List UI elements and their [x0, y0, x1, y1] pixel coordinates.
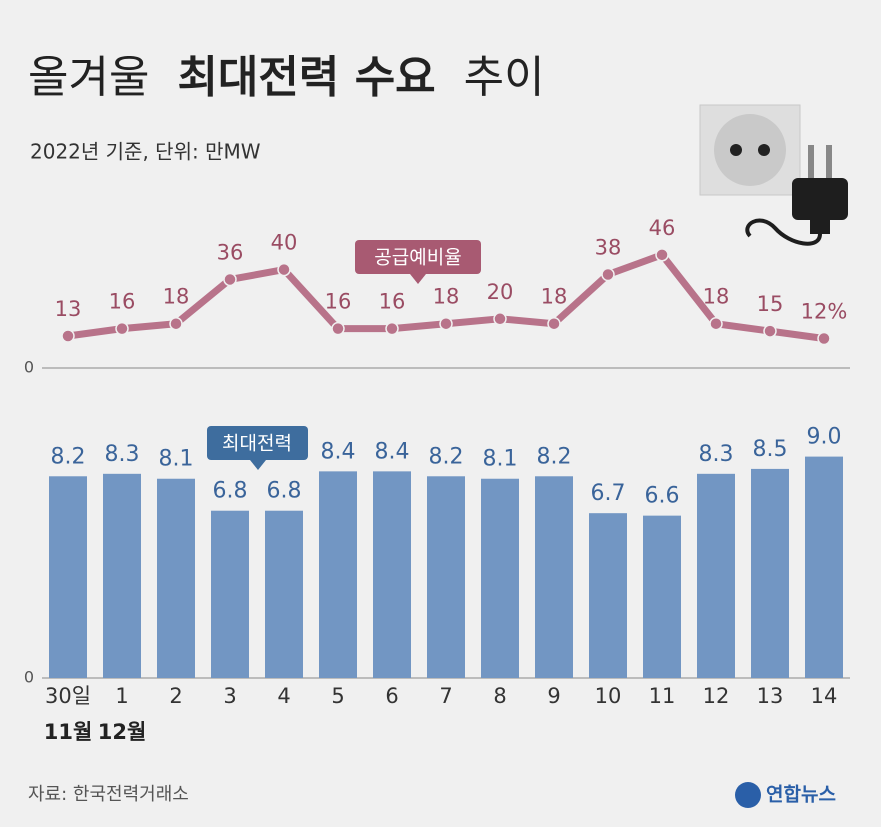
point — [602, 269, 614, 281]
x-tick-label: 14 — [811, 684, 838, 708]
x-tick-label: 11 — [649, 684, 676, 708]
x-tick-label: 1 — [115, 684, 128, 708]
x-tick-label: 12 — [703, 684, 730, 708]
title-part: 올겨울 — [28, 52, 149, 103]
value-label: 8.3 — [105, 442, 140, 467]
point — [494, 313, 506, 325]
point — [710, 318, 722, 330]
value-label: 36 — [217, 240, 244, 264]
bar — [103, 474, 141, 678]
legend-label: 공급예비율 — [374, 247, 461, 269]
bar — [805, 457, 843, 678]
point — [818, 332, 830, 344]
bar — [535, 476, 573, 678]
point — [656, 249, 668, 261]
bar — [319, 471, 357, 678]
x-group-label: 11월 — [44, 720, 93, 744]
x-tick-label: 30일 — [45, 684, 91, 708]
logo-mark — [735, 782, 761, 808]
value-label: 15 — [757, 292, 784, 316]
bar — [157, 479, 195, 678]
bar — [373, 471, 411, 678]
source: 자료: 한국전력거래소 — [28, 784, 189, 805]
value-label: 13 — [55, 297, 82, 321]
x-tick-label: 7 — [439, 684, 452, 708]
value-label: 18 — [703, 285, 730, 309]
value-label: 6.8 — [213, 479, 248, 504]
value-label: 18 — [163, 285, 190, 309]
value-label: 20 — [487, 280, 514, 304]
logo: 연합뉴스 — [766, 784, 836, 806]
point — [386, 323, 398, 335]
value-label: 12% — [801, 299, 848, 323]
bar — [481, 479, 519, 678]
x-tick-label: 8 — [493, 684, 506, 708]
y-tick-label: 0 — [24, 358, 34, 377]
point — [332, 323, 344, 335]
value-label: 46 — [649, 216, 676, 240]
y-tick-label: 0 — [24, 668, 34, 687]
subtitle: 2022년 기준, 단위: 만MW — [30, 140, 261, 164]
bar — [265, 511, 303, 678]
x-tick-label: 4 — [277, 684, 290, 708]
point — [278, 264, 290, 276]
x-tick-label: 10 — [595, 684, 622, 708]
x-group-label: 12월 — [98, 720, 147, 744]
value-label: 8.1 — [483, 447, 518, 472]
value-label: 40 — [271, 231, 298, 255]
x-tick-label: 5 — [331, 684, 344, 708]
x-tick-label: 3 — [223, 684, 236, 708]
bar — [697, 474, 735, 678]
point — [62, 330, 74, 342]
bar — [49, 476, 87, 678]
value-label: 18 — [541, 285, 568, 309]
x-tick-label: 13 — [757, 684, 784, 708]
value-label: 16 — [325, 290, 352, 314]
value-label: 16 — [379, 290, 406, 314]
bar — [211, 511, 249, 678]
title-part: 최대전력 수요 — [177, 52, 435, 103]
value-label: 6.8 — [267, 479, 302, 504]
value-label: 8.3 — [699, 442, 734, 467]
value-label: 8.4 — [375, 439, 410, 464]
value-label: 8.4 — [321, 439, 356, 464]
point — [116, 323, 128, 335]
value-label: 18 — [433, 285, 460, 309]
value-label: 8.2 — [51, 444, 86, 469]
bar — [427, 476, 465, 678]
x-tick-label: 9 — [547, 684, 560, 708]
point — [224, 273, 236, 285]
value-label: 8.2 — [537, 444, 572, 469]
point — [548, 318, 560, 330]
bar — [751, 469, 789, 678]
value-label: 8.1 — [159, 447, 194, 472]
value-label: 8.2 — [429, 444, 464, 469]
point — [440, 318, 452, 330]
legend-label: 최대전력 — [222, 433, 292, 455]
value-label: 6.6 — [645, 484, 680, 509]
value-label: 8.5 — [753, 437, 788, 462]
point — [170, 318, 182, 330]
point — [764, 325, 776, 337]
title: 올겨울 최대전력 수요 추이 — [28, 52, 545, 103]
x-tick-label: 2 — [169, 684, 182, 708]
value-label: 9.0 — [807, 425, 842, 450]
x-tick-label: 6 — [385, 684, 398, 708]
value-label: 6.7 — [591, 481, 626, 506]
bar — [589, 513, 627, 678]
value-label: 38 — [595, 236, 622, 260]
value-label: 16 — [109, 290, 136, 314]
infographic: 올겨울 최대전력 수요 추이 2022년 기준, 단위: 만MW 자료: 한국전… — [0, 0, 881, 827]
bar — [643, 516, 681, 678]
title-part: 추이 — [464, 52, 545, 103]
